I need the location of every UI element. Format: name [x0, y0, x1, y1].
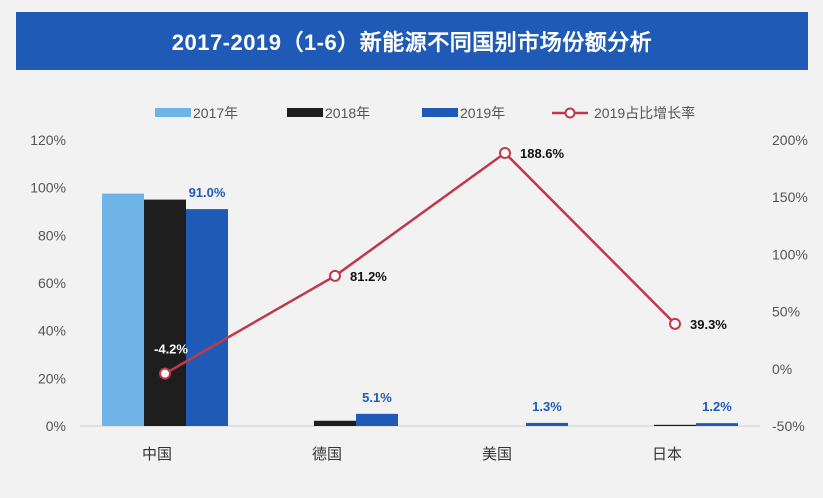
bar-data-label: 91.0% [189, 185, 226, 200]
legend-swatch-2018年 [287, 108, 323, 117]
y-right-tick-label: -50% [772, 418, 805, 434]
growth-rate-line [164, 151, 676, 375]
growth-rate-label: 188.6% [520, 146, 565, 161]
y-left-tick-label: 100% [30, 180, 66, 196]
legend-marker [564, 107, 576, 119]
y-left-tick-label: 60% [38, 275, 66, 291]
growth-rate-point-日本 [669, 317, 681, 330]
y-right-tick-label: 50% [772, 304, 800, 320]
y-right-tick-label: 100% [772, 246, 808, 262]
legend-swatch-2017年 [155, 108, 191, 117]
y-right-tick-label: 200% [772, 132, 808, 148]
bar-2019年-美国 [526, 422, 568, 426]
y-right-tick-label: 0% [772, 361, 792, 377]
bar-2017年-中国 [102, 193, 144, 426]
bar-data-label: 1.3% [532, 399, 562, 414]
legend-label: 2019年 [460, 105, 505, 121]
growth-rate-label: -4.2% [154, 342, 188, 357]
growth-rate-label: 39.3% [690, 317, 727, 332]
bar-2019年-德国 [356, 413, 398, 426]
x-category-label: 美国 [482, 446, 512, 463]
y-left-tick-label: 40% [38, 323, 66, 339]
growth-rate-point-美国 [499, 147, 511, 160]
legend-label: 2019占比增长率 [594, 105, 695, 121]
x-category-label: 中国 [142, 446, 172, 463]
y-left-tick-label: 20% [38, 370, 66, 386]
bar-2018年-德国 [314, 420, 356, 426]
growth-rate-label: 81.2% [350, 269, 387, 284]
y-left-tick-label: 80% [38, 227, 66, 243]
bar-2019年-日本 [696, 423, 738, 426]
growth-rate-point-中国 [159, 367, 171, 380]
bar-2018年-中国 [144, 199, 186, 426]
legend-label: 2018年 [325, 105, 370, 121]
bar-2018年-日本 [654, 424, 696, 426]
y-left-tick-label: 120% [30, 132, 66, 148]
bar-data-label: 1.2% [702, 399, 732, 414]
bar-2019年-中国 [186, 209, 228, 426]
legend-label: 2017年 [193, 105, 238, 121]
bar-data-label: 5.1% [362, 390, 392, 405]
y-right-tick-label: 150% [772, 189, 808, 205]
x-category-label: 德国 [312, 445, 342, 463]
chart-title: 2017-2019（1-6）新能源不同国别市场份额分析 [16, 12, 808, 70]
growth-rate-point-德国 [329, 269, 341, 282]
legend-swatch-2019年 [422, 108, 458, 117]
x-category-label: 日本 [652, 446, 682, 463]
y-left-tick-label: 0% [46, 418, 66, 434]
